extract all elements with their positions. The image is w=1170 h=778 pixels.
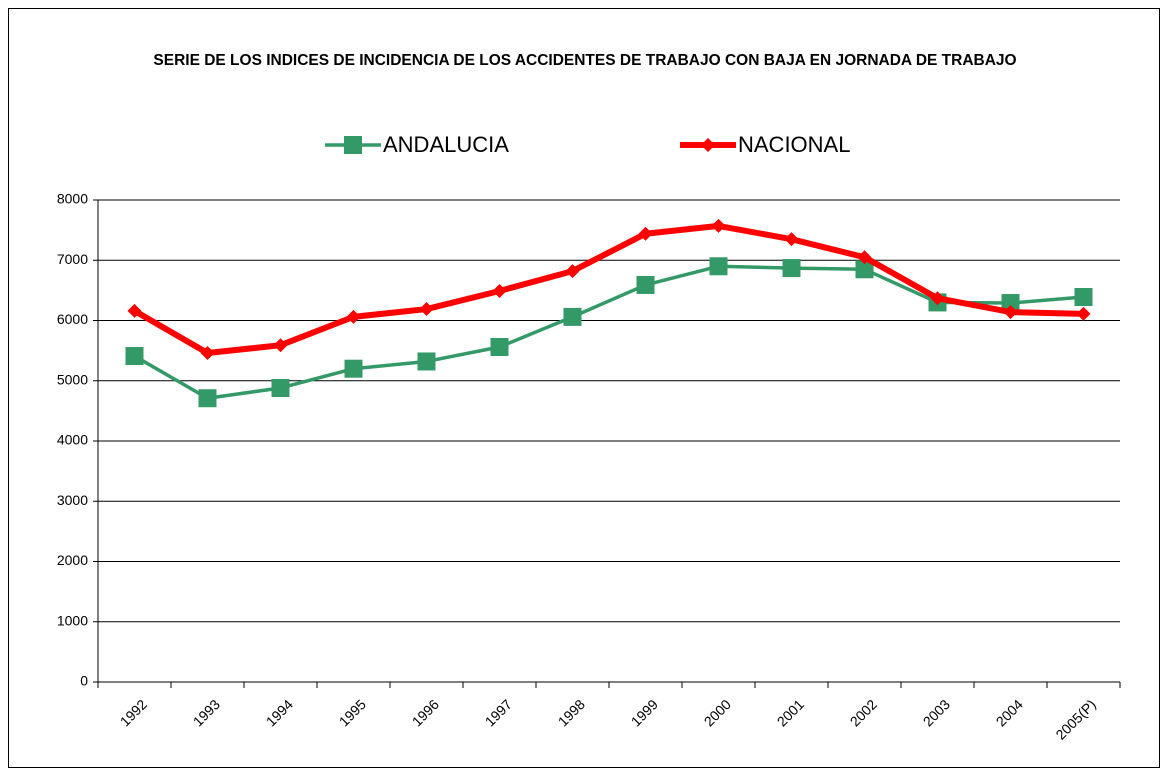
data-marker [930, 291, 945, 306]
data-marker [782, 259, 801, 278]
chart-title: SERIE DE LOS INDICES DE INCIDENCIA DE LO… [153, 52, 1017, 69]
data-marker [1076, 306, 1091, 321]
y-tick-label: 1000 [57, 612, 88, 628]
data-marker [419, 302, 434, 317]
data-marker [565, 264, 580, 279]
data-marker [200, 346, 215, 361]
legend-marker [701, 138, 715, 152]
data-marker [346, 309, 361, 324]
chart-frame [8, 8, 1160, 768]
data-marker [636, 275, 655, 294]
y-tick-label: 3000 [57, 492, 88, 508]
x-tick-label: 2005(P) [1052, 696, 1099, 743]
x-tick-label: 2002 [847, 696, 880, 729]
x-tick-label: 2003 [920, 696, 953, 729]
x-tick-label: 1994 [263, 696, 296, 729]
data-marker [273, 338, 288, 353]
data-marker [1074, 288, 1093, 307]
y-tick-label: 5000 [57, 371, 88, 387]
data-marker [344, 359, 363, 378]
data-marker [127, 303, 142, 318]
x-tick-label: 2000 [701, 696, 734, 729]
data-marker [1001, 294, 1020, 313]
data-marker [784, 232, 799, 247]
data-marker [1003, 305, 1018, 320]
legend-marker [344, 136, 362, 154]
data-marker [198, 389, 217, 408]
y-tick-label: 4000 [57, 432, 88, 448]
x-tick-label: 1996 [409, 696, 442, 729]
y-tick-label: 2000 [57, 552, 88, 568]
y-tick-label: 7000 [57, 251, 88, 267]
legend-label: NACIONAL [738, 132, 850, 157]
data-marker [490, 338, 509, 357]
data-marker [857, 250, 872, 265]
data-marker [638, 226, 653, 241]
y-tick-label: 6000 [57, 311, 88, 327]
data-marker [711, 218, 726, 233]
data-marker [855, 260, 874, 279]
data-marker [563, 307, 582, 326]
series-line [132, 222, 1084, 357]
x-tick-label: 2001 [774, 696, 807, 729]
data-marker [492, 283, 507, 298]
y-tick-label: 8000 [57, 191, 88, 207]
x-tick-label: 1997 [482, 696, 515, 729]
y-tick-label: 0 [80, 673, 88, 689]
data-marker [125, 347, 144, 366]
x-tick-label: 1992 [117, 696, 150, 729]
x-tick-label: 1999 [628, 696, 661, 729]
x-tick-label: 1995 [336, 696, 369, 729]
x-tick-label: 1998 [555, 696, 588, 729]
data-marker [417, 352, 436, 371]
data-marker [271, 378, 290, 397]
legend-label: ANDALUCIA [383, 132, 509, 157]
series-line [133, 264, 1084, 400]
x-tick-label: 2004 [993, 696, 1026, 729]
x-tick-label: 1993 [190, 696, 223, 729]
data-marker [709, 257, 728, 276]
